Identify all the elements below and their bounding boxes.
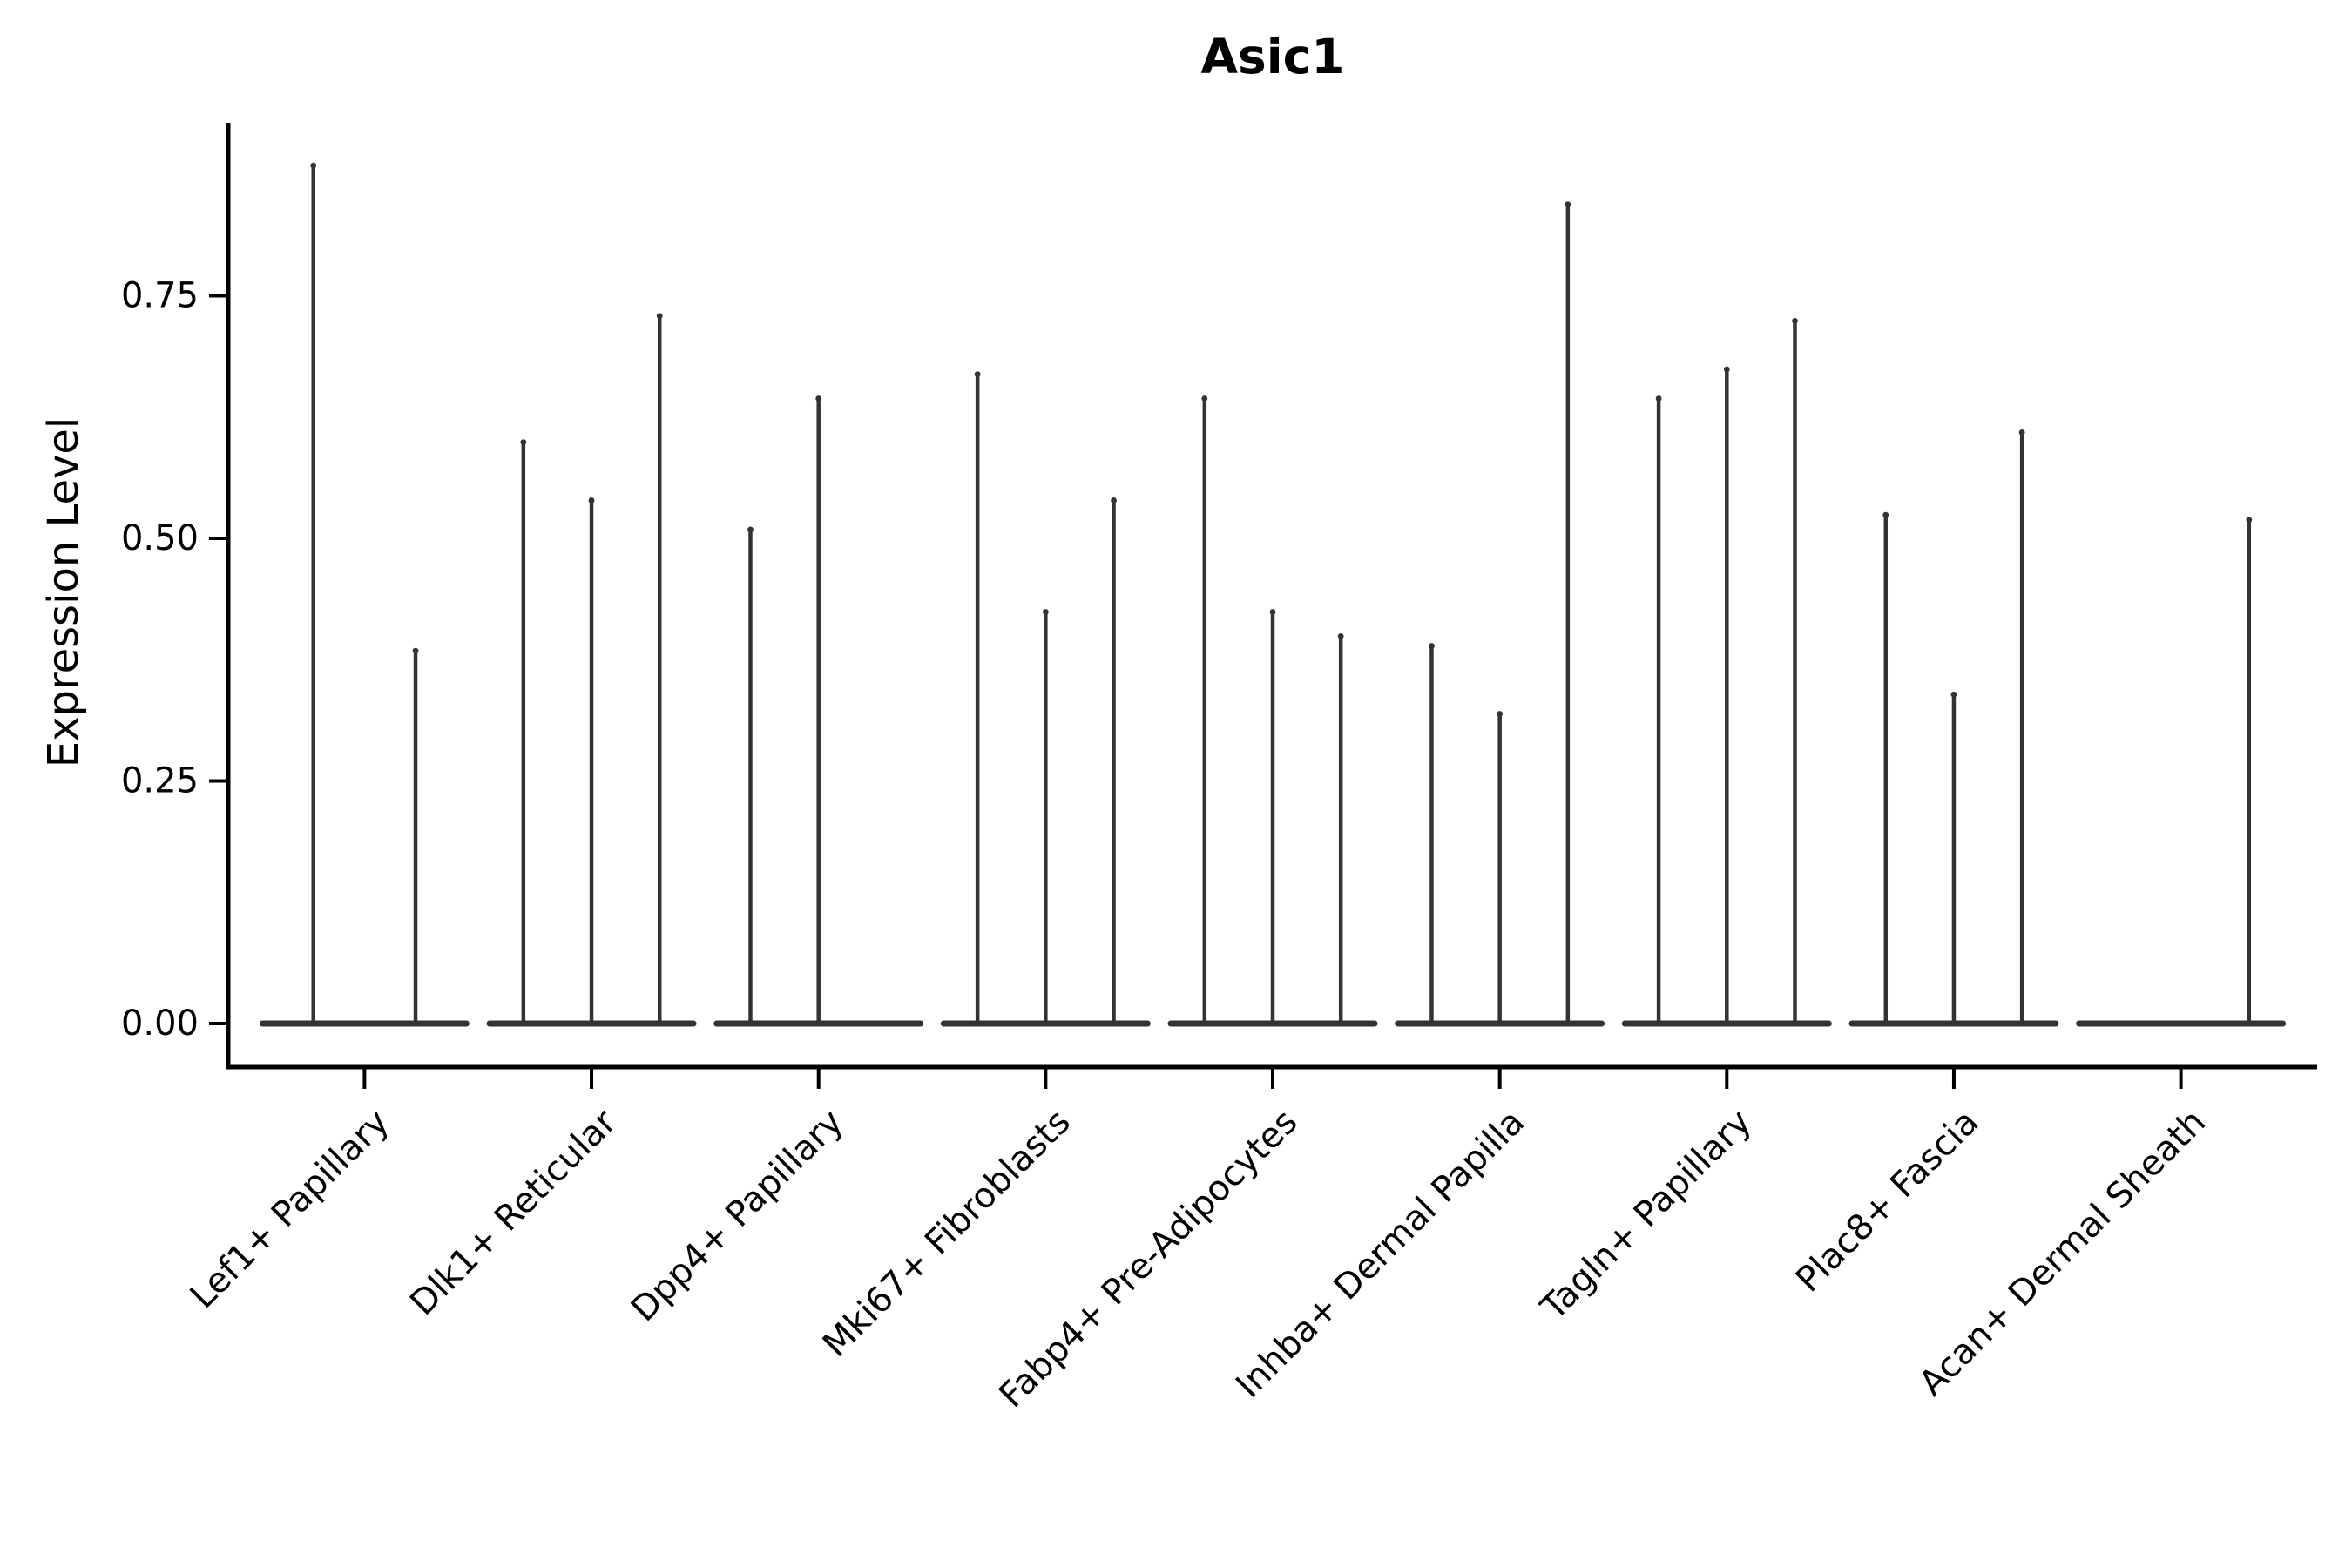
violin-spike-tip	[1201, 395, 1208, 402]
x-category-label: Dpp4+ Papillary	[624, 1102, 851, 1329]
x-category-label: Tagln+ Papillary	[1533, 1102, 1760, 1328]
violin-spike-tip	[2246, 517, 2253, 524]
violin-spike-tip	[1497, 711, 1504, 717]
x-category-label: Lef1+ Papillary	[183, 1102, 397, 1316]
violin-spike-tip	[1269, 609, 1276, 615]
x-category-label: Mki67+ Fibroblasts	[815, 1102, 1078, 1365]
x-category-label: Dlk1+ Reticular	[402, 1102, 625, 1324]
violin-spike-tip	[1655, 395, 1662, 402]
violin-spike-tip	[1950, 691, 1957, 698]
violin-spike-tip	[815, 395, 822, 402]
violin-spike-tip	[310, 162, 317, 169]
violin-spike-tip	[1042, 609, 1049, 615]
violin-spike-tip	[1882, 511, 1889, 518]
y-tick-label: 0.25	[121, 761, 199, 801]
violin-spike-tip	[1565, 201, 1571, 208]
violin-spike-tip	[1429, 643, 1435, 649]
violin-spike-tip	[1792, 317, 1798, 324]
y-tick-label: 0.75	[121, 276, 199, 316]
y-tick-label: 0.00	[121, 1004, 199, 1044]
violin-spike-tip	[747, 526, 754, 533]
x-category-label: Plac8+ Fascia	[1788, 1102, 1987, 1301]
violin-spike-tip	[1111, 497, 1117, 504]
violin-spike-tip	[656, 313, 663, 320]
violin-spike-tip	[588, 497, 595, 504]
y-tick-label: 0.50	[121, 518, 199, 558]
violin-spike-tip	[2018, 429, 2025, 436]
violin-spike-tip	[974, 371, 981, 378]
plot-title: Asic1	[1200, 29, 1345, 84]
violin-spike-tip	[1723, 366, 1730, 373]
violin-spike-tip	[1337, 633, 1344, 639]
violin-spike-tip	[520, 439, 527, 445]
violin-spike-tip	[412, 647, 419, 654]
